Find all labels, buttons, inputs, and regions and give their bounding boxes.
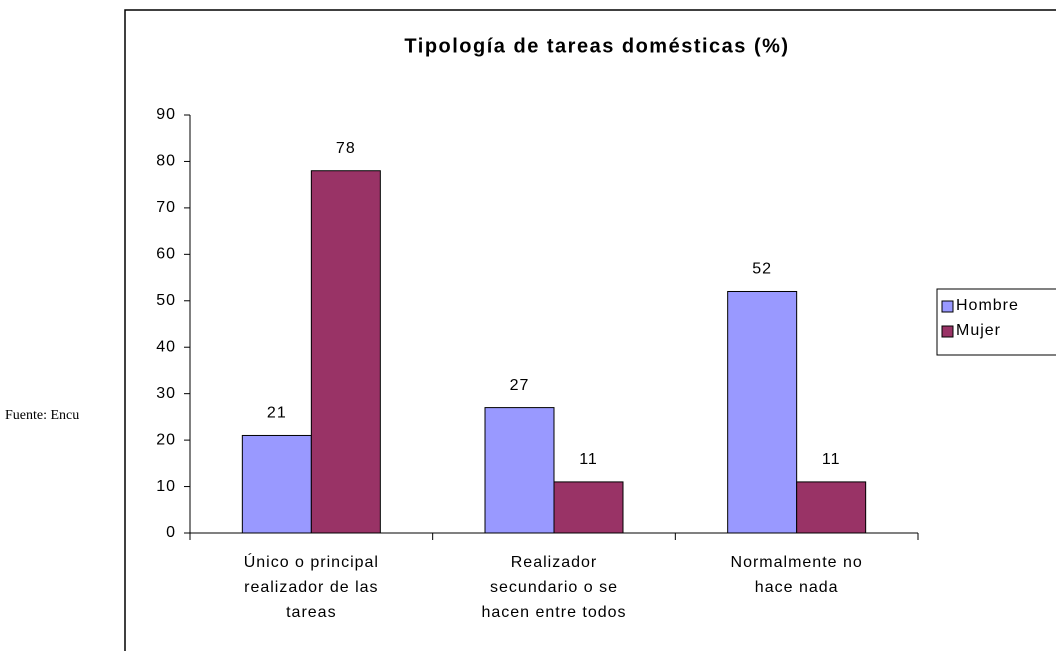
y-tick-label: 60 [156,246,176,263]
y-tick-label: 50 [156,292,176,309]
legend-swatch [941,300,954,313]
legend-label: Mujer [956,322,1001,339]
value-label: 27 [510,377,530,394]
y-tick-label: 20 [156,431,176,448]
value-label: 52 [752,261,772,278]
x-tick-label: realizador de las [244,579,378,596]
value-label: 78 [336,140,356,157]
bar [484,407,555,534]
bar [796,481,867,534]
value-label: 21 [267,405,287,422]
y-tick-label: 0 [166,524,176,541]
x-tick-label: hace nada [755,579,839,596]
bar [241,434,312,534]
bar [727,290,798,534]
value-label: 11 [822,451,841,468]
x-tick-label: Único o principal [244,552,379,571]
value-label: 11 [579,451,598,468]
y-tick-label: 10 [156,478,176,495]
footnote: Fuente: Encu [5,408,79,423]
legend-label: Hombre [956,297,1019,314]
legend-box [936,288,1056,356]
y-tick-label: 40 [156,338,176,355]
y-tick-label: 30 [156,385,176,402]
y-tick-label: 70 [156,199,176,216]
x-tick-label: hacen entre todos [481,604,626,621]
y-tick-label: 90 [156,106,176,123]
x-tick-label: Normalmente no [731,554,863,571]
x-tick-label: tareas [286,604,336,621]
chart-title: Tipología de tareas domésticas (%) [404,35,789,57]
chart-frame [124,9,1056,651]
bar [310,170,381,534]
x-tick-label: secundario o se [490,579,618,596]
y-tick-label: 80 [156,153,176,170]
x-tick-label: Realizador [511,554,597,571]
legend-swatch [941,325,954,338]
bar [553,481,624,534]
